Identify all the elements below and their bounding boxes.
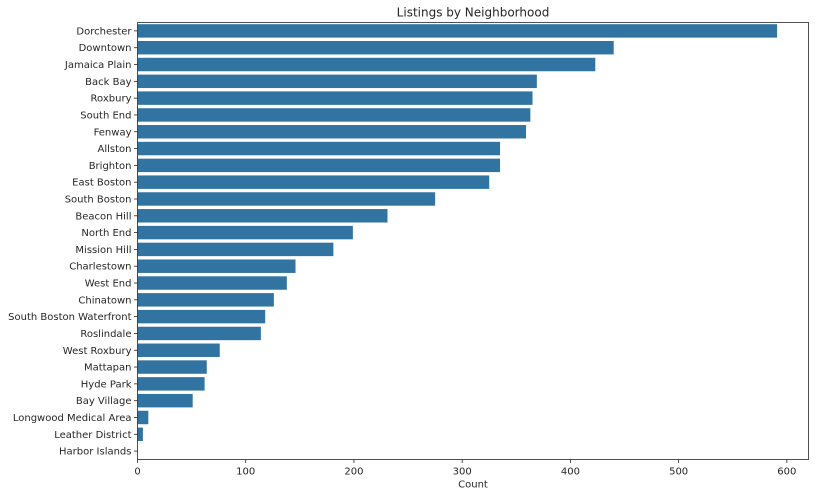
bar-dorchester	[137, 24, 778, 38]
x-tick-label: 400	[561, 467, 580, 478]
y-tick-label: Bay Village	[76, 396, 132, 407]
y-tick-label: Leather District	[54, 430, 131, 441]
bar-longwood-medical-area	[137, 410, 149, 425]
y-tick-label: Beacon Hill	[75, 211, 131, 222]
x-tick-label: 0	[134, 467, 140, 478]
y-tick-label: Charlestown	[69, 262, 131, 273]
y-tick-label: Downtown	[79, 43, 132, 54]
y-tick-label: Roxbury	[91, 94, 132, 105]
y-tick-label: West End	[85, 279, 132, 290]
chart-title: Listings by Neighborhood	[397, 6, 550, 20]
bar-north-end	[137, 225, 353, 240]
y-tick-label: Fenway	[94, 127, 132, 138]
bar-west-end	[137, 276, 287, 290]
x-axis-label: Count	[458, 480, 488, 491]
bar-allston	[137, 141, 501, 156]
bar-jamaica-plain	[137, 57, 596, 72]
bar-roslindale	[137, 326, 261, 341]
bar-south-end	[137, 108, 531, 122]
y-tick-label: Allston	[98, 144, 132, 155]
y-tick-label: Dorchester	[76, 26, 132, 37]
y-tick-label: Back Bay	[85, 77, 131, 88]
bar-south-boston	[137, 192, 436, 206]
y-tick-label: Mattapan	[84, 363, 132, 374]
x-tick-label: 200	[344, 467, 363, 478]
bar-beacon-hill	[137, 209, 388, 223]
bars	[137, 24, 778, 442]
bar-mission-hill	[137, 242, 334, 257]
x-tick-label: 300	[453, 467, 472, 478]
plot-frame	[137, 22, 809, 460]
y-tick-label: Jamaica Plain	[64, 60, 132, 71]
y-tick-label: Mission Hill	[75, 245, 131, 256]
y-tick-labels: Dorchester Downtown Jamaica Plain Back Bay R…	[8, 26, 138, 458]
x-tick-label: 500	[669, 467, 688, 478]
bar-chinatown	[137, 293, 274, 307]
y-tick-label: West Roxbury	[63, 346, 132, 357]
y-tick-label: South Boston Waterfront	[8, 312, 131, 323]
y-tick-label: South End	[80, 110, 131, 121]
bar-bay-village	[137, 393, 193, 408]
y-tick-label: East Boston	[72, 178, 131, 189]
bar-hyde-park	[137, 377, 205, 391]
y-tick-label: Longwood Medical Area	[13, 413, 132, 424]
y-tick-label: South Boston	[65, 194, 132, 205]
bar-south-boston-waterfront	[137, 309, 266, 324]
x-tick-label: 100	[236, 467, 255, 478]
bar-west-roxbury	[137, 343, 220, 357]
bar-leather-district	[137, 427, 143, 442]
bar-downtown	[137, 40, 614, 55]
bar-fenway	[137, 125, 527, 139]
bar-roxbury	[137, 91, 533, 105]
bar-east-boston	[137, 175, 490, 189]
y-tick-label: North End	[81, 228, 131, 239]
bar-brighton	[137, 158, 501, 173]
y-tick-label: Brighton	[89, 161, 132, 172]
y-tick-label: Hyde Park	[81, 379, 132, 390]
bar-charlestown	[137, 259, 296, 273]
x-ticks: 0 100 200 300 400 500 600	[134, 459, 796, 478]
y-tick-label: Harbor Islands	[59, 447, 131, 458]
bar-back-bay	[137, 74, 537, 89]
x-tick-label: 600	[777, 467, 796, 478]
y-tick-label: Roslindale	[80, 329, 131, 340]
bar-mattapan	[137, 360, 207, 374]
y-tick-label: Chinatown	[78, 295, 131, 306]
